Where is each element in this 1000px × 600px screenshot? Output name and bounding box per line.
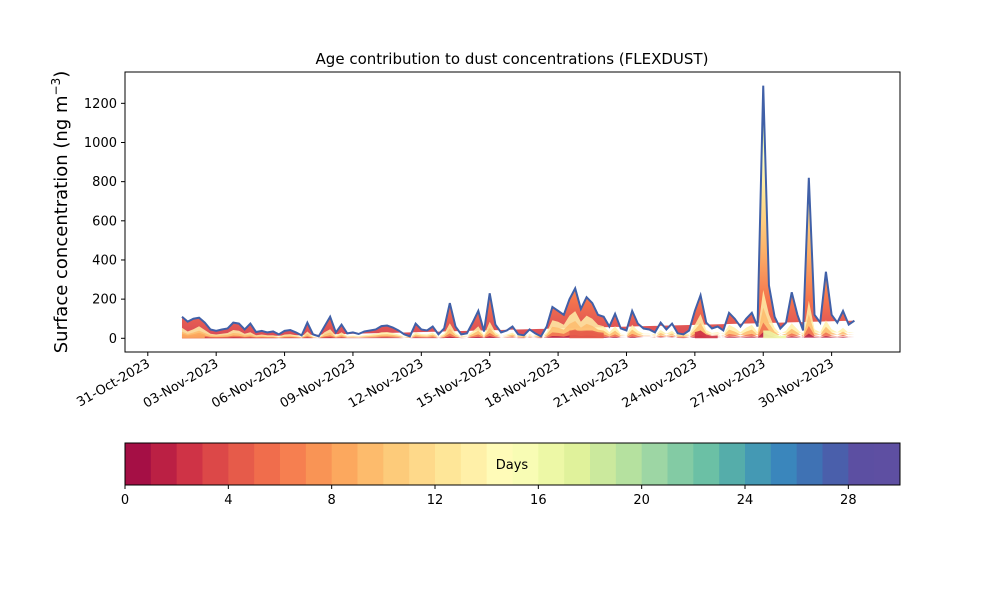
colorbar-cell [409,443,436,485]
x-tick-label: 09-Nov-2023 [278,356,358,411]
colorbar-cell [796,443,823,485]
colorbar-tick-label: 20 [633,493,650,508]
x-tick-label: 24-Nov-2023 [620,356,700,411]
x-tick-label: 03-Nov-2023 [141,356,221,411]
colorbar-cell [176,443,203,485]
colorbar-tick-label: 16 [530,493,547,508]
plot-area [124,71,901,353]
colorbar-tick-label: 4 [224,493,232,508]
colorbar-cell [254,443,281,485]
x-tick-label: 21-Nov-2023 [551,356,631,411]
colorbar-cell [280,443,307,485]
colorbar-cell [615,443,643,485]
colorbar-tick-label: 8 [328,493,336,508]
colorbar-cell [874,443,901,485]
colorbar-cell [202,443,229,485]
age-band [569,330,604,339]
colorbar-cell [719,443,746,485]
y-tick-label: 200 [92,293,117,308]
age-band [694,330,718,339]
colorbar-cell [460,443,488,485]
colorbar-ticks: 0 4 8 12 16 20 24 28 [121,485,857,508]
colorbar-cell [693,443,720,485]
colorbar-cell [125,443,152,485]
y-axis-label-text: Surface concentration (ng m [51,95,72,353]
x-axis: 31-Oct-202303-Nov-202306-Nov-202309-Nov-… [74,352,837,411]
colorbar-cell [667,443,694,485]
colorbar-tick-label: 28 [840,493,857,508]
colorbar-cell [590,443,617,485]
colorbar-cell [435,443,462,485]
y-tick-label: 400 [92,253,117,268]
x-tick-label: 30-Nov-2023 [756,356,836,411]
colorbar-tick-label: 12 [427,493,444,508]
y-tick-label: 1000 [84,136,117,151]
colorbar-cell [383,443,410,485]
age-band [763,330,787,339]
total-concentration-line [181,85,855,338]
colorbar-cell [486,443,513,485]
y-tick-label: 0 [109,332,117,347]
y-axis-label: Surface concentration (ng m−3) [49,71,72,354]
area-layers [181,85,855,339]
age-band [181,332,205,339]
age-area-layer [181,307,855,339]
age-area-layer [181,290,855,339]
colorbar-cell [770,443,798,485]
colorbar-cell [822,443,849,485]
colorbar-cell [745,443,772,485]
colorbar-cell [228,443,255,485]
colorbar-label: Days [496,458,529,473]
colorbar: Days 0 4 8 12 16 20 24 28 [121,442,901,508]
x-tick-label: 15-Nov-2023 [414,356,494,411]
colorbar-cell [305,443,333,485]
plot-frame [124,71,901,353]
colorbar-tick-label: 24 [737,493,754,508]
y-axis-label-close: ) [51,71,72,78]
y-axis: 0 200 400 600 800 1000 1200 [84,97,125,347]
colorbar-cell [331,443,358,485]
colorbar-cell [357,443,384,485]
colorbar-cell [150,443,178,485]
chart-title: Age contribution to dust concentrations … [316,50,709,68]
colorbar-cell [538,443,565,485]
colorbar-cells [125,443,901,485]
y-tick-label: 1200 [84,97,117,112]
y-tick-label: 800 [92,175,117,190]
x-tick-label: 06-Nov-2023 [209,356,289,411]
y-axis-label-sup: −3 [49,78,63,96]
colorbar-cell [848,443,875,485]
age-area-layer [181,332,855,339]
x-tick-label: 31-Oct-2023 [74,356,152,410]
colorbar-tick-label: 0 [121,493,129,508]
age-area-layer [181,322,855,339]
colorbar-frame [124,442,901,486]
x-tick-label: 12-Nov-2023 [346,356,426,411]
y-tick-label: 600 [92,214,117,229]
x-tick-label: 18-Nov-2023 [483,356,563,411]
x-tick-label: 27-Nov-2023 [688,356,768,411]
colorbar-cell [564,443,591,485]
age-area-total [181,85,855,339]
colorbar-cell [641,443,668,485]
colorbar-cell [512,443,539,485]
